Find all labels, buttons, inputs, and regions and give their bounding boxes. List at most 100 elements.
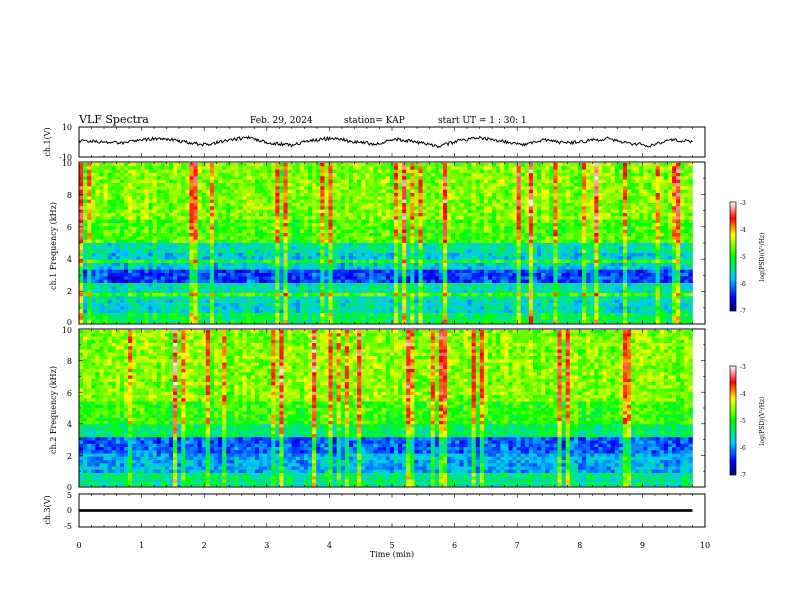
ch1-spec-cell xyxy=(402,193,407,197)
ch1-spec-cell xyxy=(528,193,534,197)
ch1-spec-cell xyxy=(610,203,616,207)
ch1-spec-cell xyxy=(156,269,162,274)
ch1-spec-cell xyxy=(483,263,489,267)
ch1-spec-cell xyxy=(87,166,92,170)
ch1-spec-cell xyxy=(680,246,685,250)
ch1-spec-cell xyxy=(598,183,603,187)
ch1-spec-cell xyxy=(353,209,358,214)
ch1-spec-cell xyxy=(365,173,370,177)
ch1-spec-cell xyxy=(393,209,399,214)
ch1-spec-cell xyxy=(438,173,444,177)
ch1-spec-cell xyxy=(324,213,329,217)
ch1-spec-cell xyxy=(549,189,554,194)
ch1-spec-cell xyxy=(234,189,239,194)
ch1-spec-cell xyxy=(606,263,611,267)
ch1-spec-cell xyxy=(573,199,579,204)
ch1-spec-cell xyxy=(496,239,501,244)
ch1-spec-cell xyxy=(181,209,186,214)
ch1-spec-cell xyxy=(524,233,530,237)
ch1-spec-cell xyxy=(471,243,477,247)
ch1-spec-cell xyxy=(504,196,509,200)
ch1-spec-cell xyxy=(422,233,427,237)
ch1-spec-cell xyxy=(508,196,513,200)
ch1-spec-cell xyxy=(483,216,489,220)
ch1-spec-cell xyxy=(663,183,669,187)
ch1-spec-cell xyxy=(377,233,382,237)
ch1-spec-cell xyxy=(361,226,366,230)
ch1-spec-cell xyxy=(205,209,211,214)
ch1-spec-cell xyxy=(520,173,526,177)
ch1-spec-cell xyxy=(295,186,301,190)
ch1-spec-cell xyxy=(602,196,607,200)
ch1-spec-cell xyxy=(115,173,121,177)
ch1-spec-cell xyxy=(573,259,579,264)
ch1-spec-cell xyxy=(234,259,239,264)
ch1-spec-cell xyxy=(573,243,579,247)
ch1-spec-cell xyxy=(119,226,125,230)
ch1-spec-cell xyxy=(213,163,219,167)
ch1-spec-cell xyxy=(83,256,88,260)
ch1-spec-cell xyxy=(173,253,178,257)
ch1-spec-cell xyxy=(659,193,665,197)
ch1-spec-cell xyxy=(226,239,231,244)
ch1-spec-cell xyxy=(79,179,84,184)
ch1-spec-cell xyxy=(287,259,292,264)
ch1-spec-cell xyxy=(627,236,632,240)
ch1-spec-cell xyxy=(569,229,575,234)
ch1-spec-cell xyxy=(283,173,288,177)
ch1-spec-cell xyxy=(504,183,509,187)
ch1-spec-cell xyxy=(336,186,342,190)
ch1-spec-cell xyxy=(238,259,243,264)
ch1-spec-cell xyxy=(271,216,276,220)
ch1-spec-cell xyxy=(451,166,456,170)
ch1-spec-cell xyxy=(451,219,456,224)
ch1-spec-cell xyxy=(226,179,231,184)
ch1-spec-cell xyxy=(438,186,444,190)
ch1-spec-cell xyxy=(87,259,92,264)
ch1-spec-cell xyxy=(524,169,530,174)
ch1-spec-cell xyxy=(418,256,423,260)
ch1-spec-cell xyxy=(672,179,677,184)
ch1-spec-cell xyxy=(680,213,685,217)
ch1-spec-cell xyxy=(132,269,137,274)
ch1-spec-cell xyxy=(643,216,648,220)
ch1-spec-cell xyxy=(520,216,526,220)
ch1-spec-cell xyxy=(586,209,591,214)
ch1-spec-cell xyxy=(287,206,292,210)
ch1-spec-cell xyxy=(177,246,182,250)
ch1-spec-cell xyxy=(87,256,92,260)
ch1-spec-cell xyxy=(459,223,464,227)
ch1-spec-cell xyxy=(369,253,374,257)
ch1-spec-cell xyxy=(569,226,575,230)
ch1-spec-cell xyxy=(520,176,526,180)
ch1-spec-cell xyxy=(103,239,108,244)
ch1-spec-cell xyxy=(422,249,427,254)
ch1-spec-cell xyxy=(524,189,530,194)
ch1-spec-cell xyxy=(193,206,198,210)
ch1-spec-cell xyxy=(123,223,129,227)
ch1-spec-cell xyxy=(136,246,141,250)
ch1-spec-cell xyxy=(426,269,432,274)
ch1-spec-cell xyxy=(418,183,423,187)
ch1-spec-cell xyxy=(213,253,219,257)
ch1-spec-cell xyxy=(422,166,427,170)
ch1-spec-cell xyxy=(320,193,325,197)
ch1-spec-cell xyxy=(438,203,444,207)
ch1-spec-cell xyxy=(320,266,325,270)
ch1-spec-cell xyxy=(569,196,575,200)
ch1-spec-cell xyxy=(467,213,472,217)
ch1-spec-cell xyxy=(357,266,362,270)
ch1-spec-cell xyxy=(99,186,104,190)
ch1-spec-cell xyxy=(594,163,599,167)
ch1-spec-cell xyxy=(667,189,673,194)
ch1-spec-cell xyxy=(173,189,178,194)
ch1-spec-cell xyxy=(422,209,427,214)
ch1-spec-cell xyxy=(213,263,219,267)
ch1-spec-cell xyxy=(500,189,505,194)
ch1-spec-cell xyxy=(549,243,554,247)
ch1-spec-cell xyxy=(385,166,391,170)
ch1-spec-cell xyxy=(123,269,129,274)
ch1-spec-cell xyxy=(152,269,158,274)
ch1-spec-cell xyxy=(667,219,673,224)
ch1-spec-cell xyxy=(103,213,108,217)
